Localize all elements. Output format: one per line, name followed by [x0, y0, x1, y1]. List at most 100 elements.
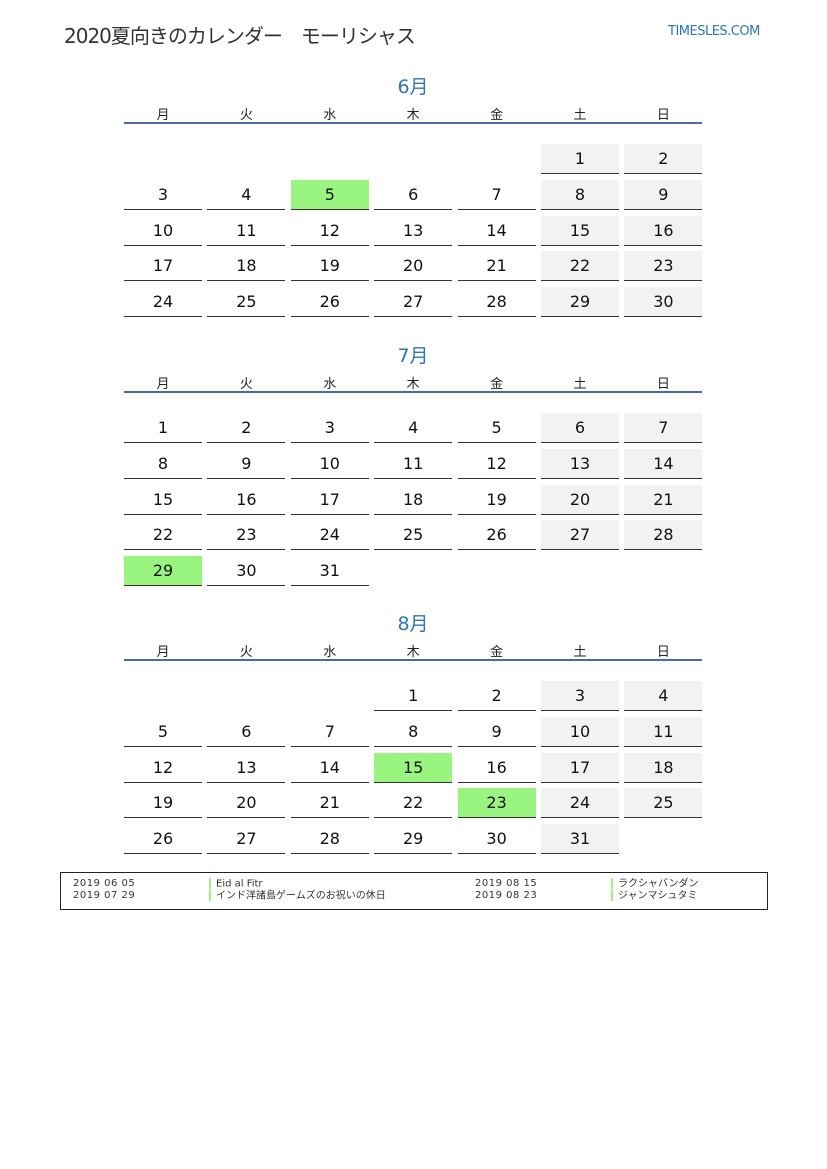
day-cell[interactable]: 4	[624, 681, 703, 711]
day-cell[interactable]: 23	[457, 788, 536, 819]
day-cell[interactable]: 11	[624, 716, 703, 747]
day-cell[interactable]: 8	[541, 179, 619, 210]
day-cell[interactable]: 21	[457, 251, 536, 282]
day-cell[interactable]: 14	[457, 216, 536, 246]
day-cell[interactable]: 10	[124, 216, 202, 246]
day-cell[interactable]: 6	[374, 180, 453, 210]
day-cell[interactable]: 22	[541, 251, 619, 282]
day-cell[interactable]: 25	[207, 287, 286, 318]
day-cell[interactable]: 29	[541, 287, 619, 318]
day-cell[interactable]: 20	[374, 251, 453, 282]
day-cell[interactable]: 15	[541, 215, 619, 246]
day-cell[interactable]: 3	[541, 681, 619, 711]
day-cell[interactable]: 1	[374, 681, 453, 711]
day-cell[interactable]: 3	[124, 180, 202, 210]
day-cell[interactable]: 13	[207, 753, 286, 783]
day-cell[interactable]: 19	[457, 485, 536, 515]
day-cell[interactable]: 10	[290, 449, 369, 479]
holiday-legend: 2019 06 05 Eid al Fitr 2019 07 29 インド洋諸島ゲーム…	[60, 872, 768, 910]
day-cell[interactable]: 27	[541, 520, 619, 551]
day-cell[interactable]: 8	[374, 717, 453, 747]
site-link[interactable]: TIMESLES.COM	[668, 24, 760, 39]
day-cell[interactable]: 9	[457, 717, 536, 747]
day-cell[interactable]: 17	[124, 251, 202, 282]
day-cell[interactable]: 29	[374, 824, 453, 855]
day-cell[interactable]: 17	[290, 485, 369, 515]
day-cell[interactable]: 25	[624, 788, 703, 819]
day-cell[interactable]: 18	[374, 485, 453, 515]
day-cell[interactable]: 26	[290, 287, 369, 318]
day-cell[interactable]: 5	[290, 179, 369, 210]
day-cell[interactable]: 15	[374, 752, 453, 783]
day-cell[interactable]: 9	[624, 179, 703, 210]
day-cell[interactable]: 13	[541, 448, 619, 479]
day-cell[interactable]: 19	[124, 788, 202, 819]
day-cell[interactable]: 20	[541, 484, 619, 515]
day-cell[interactable]: 4	[207, 180, 286, 210]
day-cell[interactable]: 23	[207, 520, 286, 551]
weekday-header: 水	[323, 377, 337, 392]
day-cell[interactable]: 29	[124, 556, 202, 587]
day-cell[interactable]: 2	[207, 413, 286, 443]
day-cell[interactable]: 5	[124, 717, 202, 747]
day-cell[interactable]: 1	[124, 413, 202, 443]
day-cell[interactable]: 22	[374, 788, 453, 819]
day-cell[interactable]: 30	[624, 287, 703, 318]
day-cell[interactable]: 30	[457, 824, 536, 855]
month-title: 7月	[397, 345, 429, 367]
day-cell[interactable]: 25	[374, 520, 453, 551]
day-cell[interactable]: 16	[624, 215, 703, 246]
day-cell[interactable]: 5	[457, 413, 536, 443]
day-cell[interactable]: 31	[541, 824, 619, 855]
day-cell[interactable]: 24	[124, 287, 202, 318]
day-cell[interactable]: 12	[124, 753, 202, 783]
day-cell[interactable]: 7	[290, 717, 369, 747]
weekday-header: 水	[323, 108, 337, 123]
day-cell[interactable]: 18	[624, 752, 703, 783]
day-cell[interactable]: 14	[624, 448, 703, 479]
day-cell[interactable]: 4	[374, 413, 453, 443]
day-cell[interactable]: 21	[290, 788, 369, 819]
day-cell[interactable]: 26	[124, 824, 202, 855]
day-cell[interactable]: 7	[457, 180, 536, 210]
day-cell[interactable]: 11	[207, 216, 286, 246]
day-cell[interactable]: 28	[290, 824, 369, 855]
day-cell[interactable]: 15	[124, 485, 202, 515]
day-cell[interactable]: 1	[541, 144, 619, 174]
day-cell[interactable]: 14	[290, 753, 369, 783]
day-cell[interactable]: 24	[541, 788, 619, 819]
day-cell[interactable]: 16	[457, 753, 536, 783]
day-cell[interactable]: 18	[207, 251, 286, 282]
day-cell[interactable]: 6	[207, 717, 286, 747]
holiday-item: ジャンマシュタミ	[611, 890, 698, 902]
day-cell[interactable]: 2	[624, 144, 703, 174]
day-cell[interactable]: 28	[457, 287, 536, 318]
day-cell[interactable]: 19	[290, 251, 369, 282]
day-cell[interactable]: 26	[457, 520, 536, 551]
day-cell[interactable]: 16	[207, 485, 286, 515]
day-cell[interactable]: 17	[541, 752, 619, 783]
day-cell[interactable]: 12	[290, 216, 369, 246]
day-cell[interactable]: 31	[290, 556, 369, 587]
day-cell[interactable]: 27	[207, 824, 286, 855]
day-cell[interactable]: 22	[124, 520, 202, 551]
day-cell[interactable]: 28	[624, 520, 703, 551]
day-cell[interactable]: 12	[457, 449, 536, 479]
day-cell[interactable]: 6	[541, 413, 619, 443]
day-cell[interactable]: 21	[624, 484, 703, 515]
day-cell[interactable]: 10	[541, 716, 619, 747]
weekday-header: 月	[156, 377, 170, 392]
day-cell[interactable]: 23	[624, 251, 703, 282]
day-cell[interactable]: 11	[374, 449, 453, 479]
day-cell[interactable]: 27	[374, 287, 453, 318]
day-cell[interactable]: 24	[290, 520, 369, 551]
day-cell[interactable]: 30	[207, 556, 286, 587]
day-cell[interactable]: 7	[624, 413, 703, 443]
day-cell[interactable]: 13	[374, 216, 453, 246]
day-cell[interactable]: 8	[124, 449, 202, 479]
day-cell[interactable]: 9	[207, 449, 286, 479]
day-cell[interactable]: 20	[207, 788, 286, 819]
day-cell[interactable]: 3	[290, 413, 369, 443]
day-cell[interactable]: 2	[457, 681, 536, 711]
